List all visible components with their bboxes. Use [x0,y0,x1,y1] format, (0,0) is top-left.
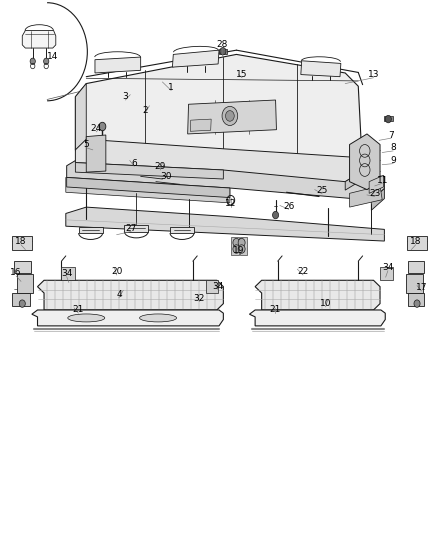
Circle shape [44,58,49,64]
Polygon shape [14,261,31,273]
Polygon shape [408,261,424,273]
Text: 8: 8 [390,143,396,152]
Polygon shape [240,237,247,255]
Text: 13: 13 [368,70,379,79]
Polygon shape [86,135,106,172]
Text: 34: 34 [61,269,72,278]
Polygon shape [384,116,393,121]
Polygon shape [12,293,30,306]
Polygon shape [369,175,384,193]
Text: 21: 21 [269,305,280,314]
Polygon shape [79,227,102,233]
Circle shape [222,107,238,125]
Text: 34: 34 [212,282,224,291]
Text: 7: 7 [388,131,394,140]
Text: 18: 18 [15,237,27,246]
Text: 28: 28 [217,41,228,50]
Polygon shape [408,293,424,306]
Polygon shape [190,119,211,131]
Text: 25: 25 [317,186,328,195]
Text: 27: 27 [125,224,137,233]
Circle shape [414,300,420,308]
Polygon shape [12,236,32,249]
Polygon shape [345,171,363,190]
Polygon shape [32,310,223,326]
Polygon shape [350,186,382,207]
Circle shape [30,58,35,64]
Polygon shape [17,274,33,293]
Polygon shape [67,154,385,200]
Polygon shape [206,280,218,293]
Text: 34: 34 [382,263,394,272]
Polygon shape [173,50,219,67]
Text: 26: 26 [283,201,294,211]
Text: 24: 24 [91,124,102,133]
Polygon shape [219,49,227,54]
Polygon shape [406,274,423,293]
Polygon shape [371,189,385,211]
Text: 9: 9 [390,156,396,165]
Polygon shape [75,54,363,182]
Text: 1: 1 [168,83,174,92]
Circle shape [233,245,240,253]
Polygon shape [124,225,148,231]
Text: 2: 2 [142,106,148,115]
Circle shape [99,122,106,131]
Polygon shape [301,61,341,77]
Circle shape [226,111,234,121]
Polygon shape [38,280,223,310]
Ellipse shape [140,314,177,322]
Polygon shape [380,266,393,280]
Text: 10: 10 [320,299,332,308]
Ellipse shape [68,314,105,322]
Circle shape [233,238,240,247]
Text: 19: 19 [233,246,244,255]
Circle shape [385,115,391,123]
Text: 4: 4 [116,290,122,299]
Circle shape [272,212,279,219]
Polygon shape [22,30,56,48]
Polygon shape [407,236,427,249]
Text: 11: 11 [376,175,388,184]
Circle shape [19,300,25,308]
Text: 15: 15 [237,70,248,79]
Text: 21: 21 [73,305,84,314]
Text: 30: 30 [160,172,172,181]
Polygon shape [75,163,223,179]
Polygon shape [67,177,230,198]
Polygon shape [66,207,385,241]
Polygon shape [75,84,86,166]
Text: 32: 32 [194,294,205,303]
Text: 17: 17 [416,283,427,292]
Polygon shape [61,266,74,280]
Polygon shape [255,280,380,310]
Text: 18: 18 [410,237,421,246]
Text: 20: 20 [111,268,122,276]
Polygon shape [170,227,194,233]
Text: 3: 3 [123,92,128,101]
Polygon shape [66,177,230,203]
Polygon shape [250,310,385,326]
Text: 5: 5 [83,140,89,149]
Circle shape [220,47,226,55]
Text: 12: 12 [225,199,237,208]
Text: 29: 29 [155,163,166,171]
Circle shape [238,238,245,247]
Text: 22: 22 [297,268,309,276]
Polygon shape [95,57,141,73]
Text: 23: 23 [369,189,381,198]
Text: 6: 6 [131,159,137,167]
Text: 16: 16 [11,268,22,277]
Polygon shape [75,139,363,182]
Polygon shape [231,237,239,255]
Polygon shape [187,100,276,134]
Polygon shape [350,134,380,190]
Text: 14: 14 [47,52,58,61]
Circle shape [238,245,245,253]
